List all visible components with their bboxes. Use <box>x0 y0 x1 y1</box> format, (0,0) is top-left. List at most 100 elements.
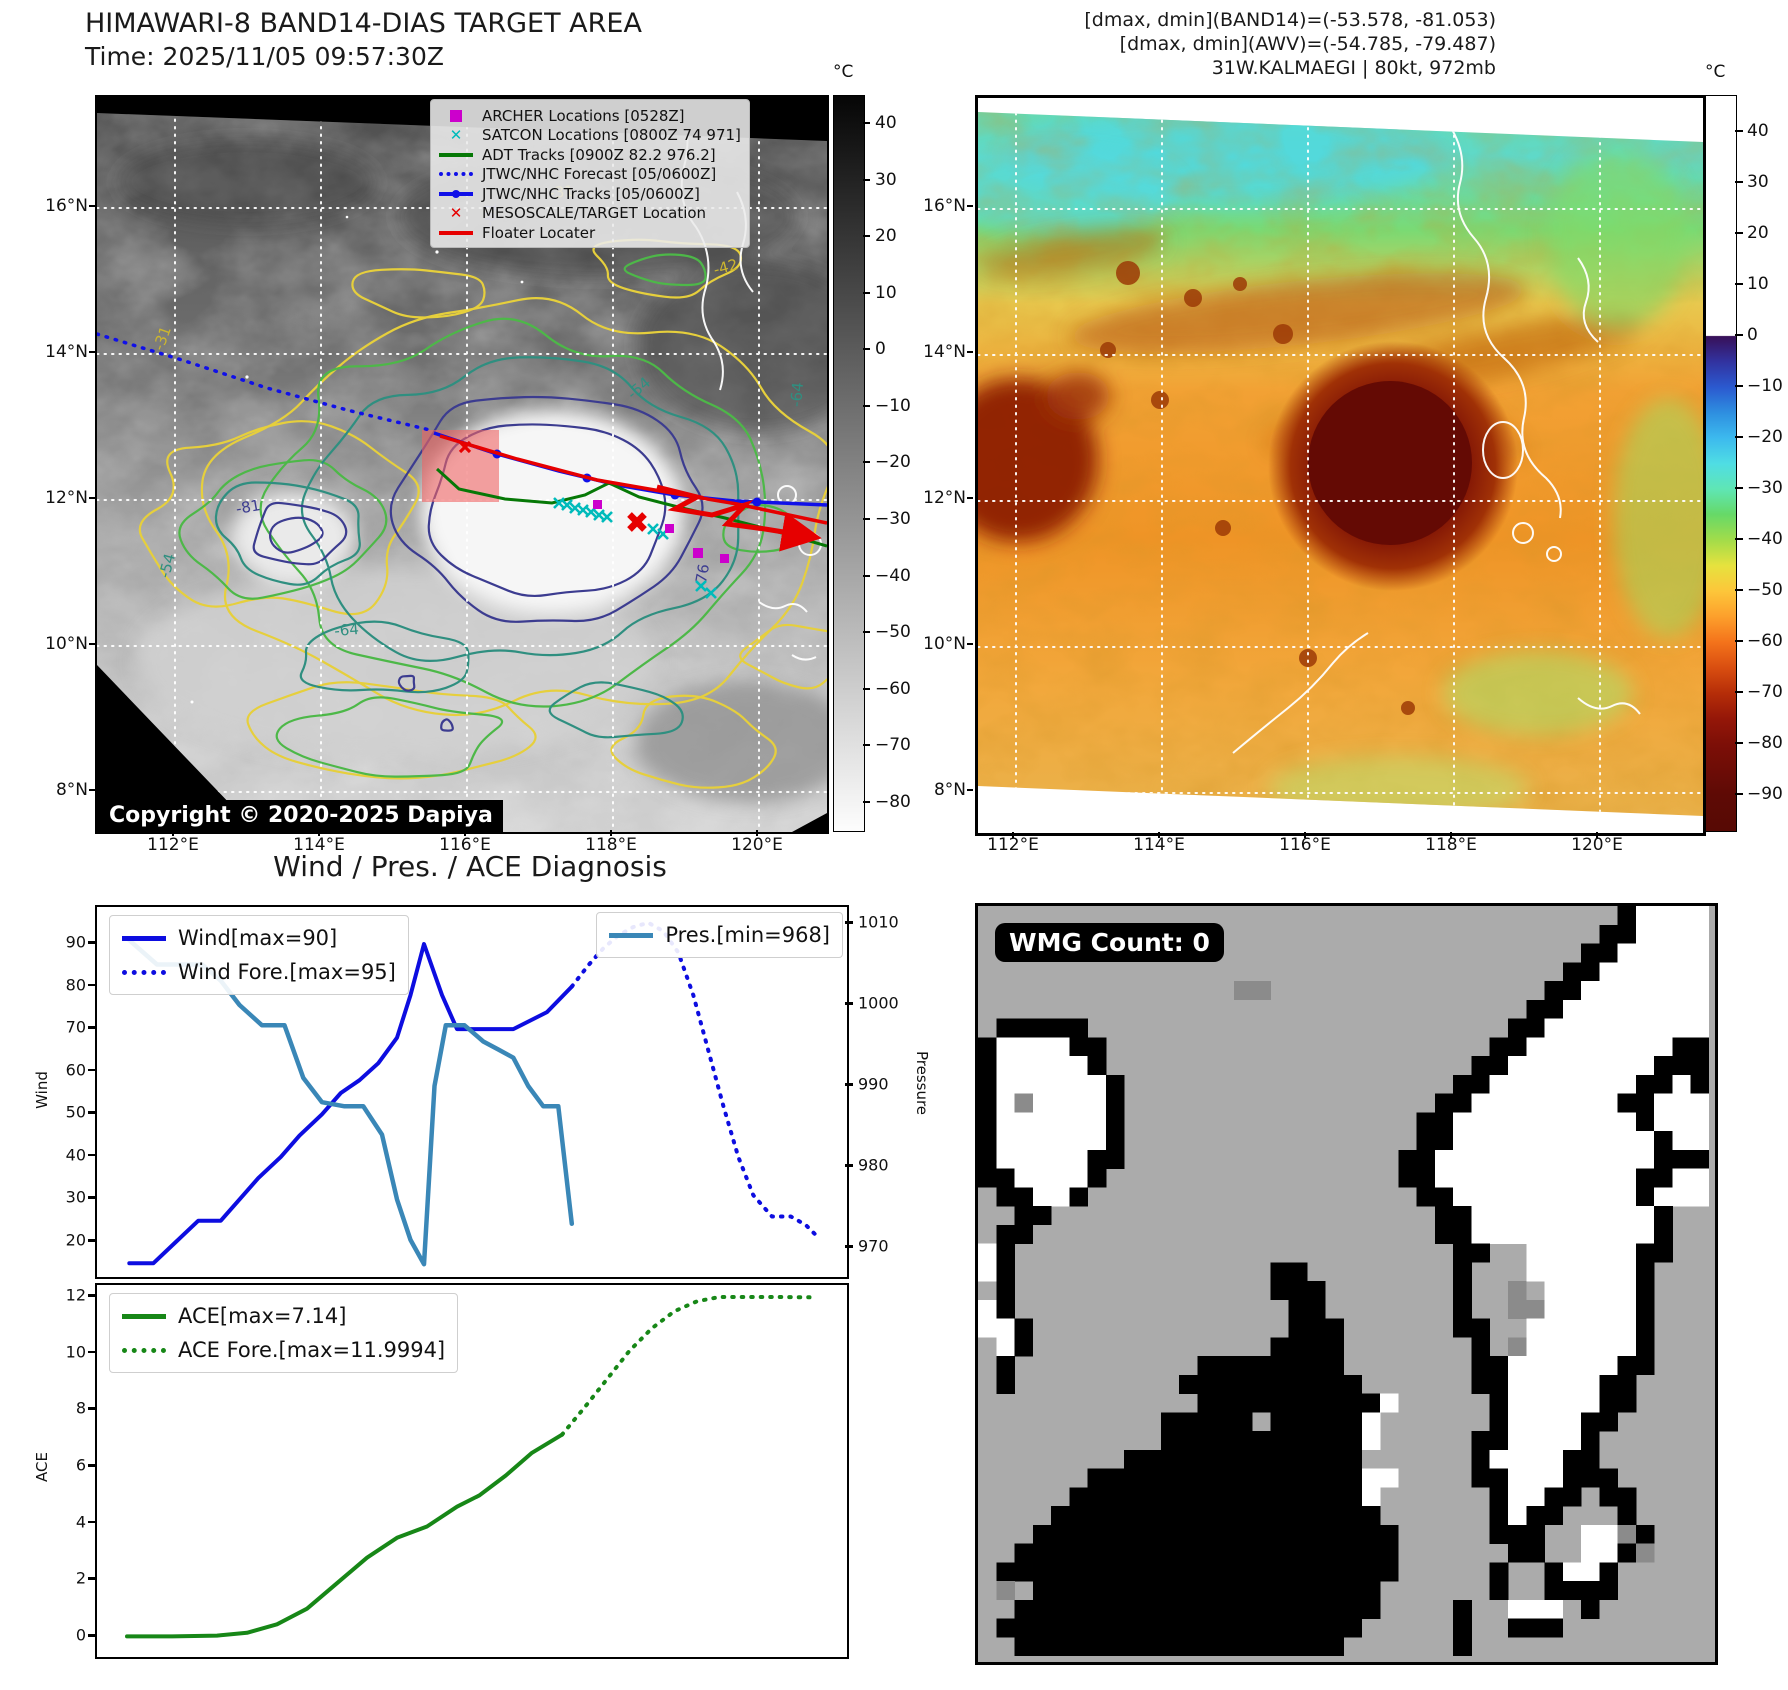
contour-line <box>259 317 767 708</box>
mesoscale-swatch: ✕ <box>449 204 463 223</box>
lon-label: 120°E <box>1571 835 1623 855</box>
contour-line <box>397 674 416 692</box>
colorbar-tick: 30 <box>1747 171 1769 192</box>
band14-colorbar <box>833 95 865 832</box>
ace-tick: 4 <box>75 1512 86 1532</box>
ace-axis-label: ACE <box>33 1452 51 1482</box>
colorbar-tick: 40 <box>1747 120 1769 141</box>
lat-label: 12°N <box>923 488 966 508</box>
contour-line <box>610 694 777 789</box>
colorbar-tick: −50 <box>875 622 911 643</box>
legend-label: SATCON Locations [0800Z 74 971] <box>482 126 741 145</box>
series-line <box>569 920 821 1240</box>
colorbar-tick: 20 <box>875 226 897 247</box>
pressure-legend-label: Pres.[min=968] <box>665 923 830 947</box>
floater-swatch <box>439 230 473 235</box>
ace-legend: ACE[max=7.14] ACE Fore.[max=11.9994] <box>109 1293 459 1373</box>
pressure-axis-label: Pressure <box>913 1050 931 1116</box>
colorbar-tick: 40 <box>875 113 897 134</box>
contour-line <box>427 423 667 597</box>
contour-line <box>300 356 740 662</box>
wind-tick: 50 <box>65 1102 86 1122</box>
jtwc-forecast-track <box>97 332 436 433</box>
satcon-swatch: ✕ <box>449 126 463 145</box>
contour-line <box>299 620 470 694</box>
lon-label: 116°E <box>1279 835 1331 855</box>
lat-label: 10°N <box>923 634 966 654</box>
wind-tick: 60 <box>65 1060 86 1080</box>
colorbar-tick: 0 <box>875 339 886 360</box>
wmg-count-badge: WMG Count: 0 <box>995 923 1224 962</box>
contour-line <box>252 501 348 566</box>
wind-swatch <box>122 935 166 941</box>
lat-label: 14°N <box>45 342 88 362</box>
colorbar-tick: 0 <box>1747 324 1758 345</box>
legend-label: JTWC/NHC Forecast [05/0600Z] <box>482 165 717 184</box>
colorbar-tick: −20 <box>875 452 911 473</box>
map-legend: ARCHER Locations [0528Z] ✕ SATCON Locatio… <box>430 99 750 248</box>
contour-label: -42 <box>712 255 740 279</box>
colorbar-tick: 20 <box>1747 222 1769 243</box>
ace-tick: 6 <box>75 1455 86 1475</box>
panel1-time: Time: 2025/11/05 09:57:30Z <box>85 42 444 71</box>
contour-label: -81 <box>235 496 262 518</box>
adt-swatch <box>439 152 473 157</box>
contour-line <box>739 623 827 690</box>
pressure-legend: Pres.[min=968] <box>596 912 843 958</box>
contour-line <box>268 516 324 554</box>
colorbar-tick: −40 <box>1747 529 1783 550</box>
contour-line <box>275 696 504 778</box>
coastline <box>1232 122 1641 754</box>
contour-line <box>351 268 486 319</box>
colorbar-tick: −10 <box>875 395 911 416</box>
lat-label: 10°N <box>45 634 88 654</box>
tick-mark <box>967 351 973 353</box>
wind-forecast-legend-label: Wind Fore.[max=95] <box>178 960 396 984</box>
colorbar-tick: −70 <box>1747 682 1783 703</box>
tick-mark <box>967 643 973 645</box>
legend-label: JTWC/NHC Tracks [05/0600Z] <box>482 184 700 203</box>
diagnosis-title: Wind / Pres. / ACE Diagnosis <box>273 850 667 883</box>
legend-label: ADT Tracks [0900Z 82.2 976.2] <box>482 145 716 164</box>
contour-label: -54 <box>155 552 179 580</box>
colorbar-tick: 10 <box>875 282 897 303</box>
colorbar-tick: −70 <box>875 735 911 756</box>
colorbar-unit: °C <box>1705 62 1726 82</box>
wind-forecast-swatch <box>122 969 166 975</box>
panel1-title: HIMAWARI-8 BAND14-DIAS TARGET AREA <box>85 8 642 39</box>
colorbar-tick: −10 <box>1747 375 1783 396</box>
awv-colorbar <box>1705 95 1737 832</box>
colorbar-tick: −40 <box>875 565 911 586</box>
colorbar-tick: −80 <box>875 791 911 812</box>
tick-mark <box>967 497 973 499</box>
ace-tick: 0 <box>75 1625 86 1645</box>
tick-mark <box>967 205 973 207</box>
band14-map: -31-31-42-54-54-64-64-76-81-81 <box>95 95 829 834</box>
jtwc-swatch <box>439 189 473 198</box>
contour-label: -64 <box>334 620 360 640</box>
colorbar-tick: 10 <box>1747 273 1769 294</box>
pressure-tick: 1010 <box>858 912 899 932</box>
panel2-title: [dmax, dmin](BAND14)=(-53.578, -81.053) … <box>1084 8 1496 80</box>
contour-line <box>548 681 684 739</box>
ace-swatch <box>122 1313 166 1319</box>
wind-pressure-chart: Wind[max=90] Wind Fore.[max=95] Pres.[mi… <box>95 905 849 1279</box>
ace-forecast-legend-label: ACE Fore.[max=11.9994] <box>178 1338 446 1362</box>
contour-line <box>440 718 454 732</box>
colorbar-tick: −90 <box>1747 784 1783 805</box>
series-line <box>125 1432 564 1639</box>
wind-tick: 70 <box>65 1017 86 1037</box>
colorbar-tick: 30 <box>875 169 897 190</box>
lat-label: 16°N <box>923 196 966 216</box>
pressure-tick: 980 <box>858 1155 889 1175</box>
contour-line <box>138 420 420 616</box>
lon-label: 118°E <box>1425 835 1477 855</box>
colorbar-tick: −60 <box>1747 631 1783 652</box>
colorbar-unit: °C <box>833 62 854 82</box>
ace-forecast-swatch <box>122 1347 166 1353</box>
lat-label: 14°N <box>923 342 966 362</box>
floater-track <box>439 434 827 525</box>
contour-line <box>389 395 704 623</box>
wind-tick: 40 <box>65 1145 86 1165</box>
